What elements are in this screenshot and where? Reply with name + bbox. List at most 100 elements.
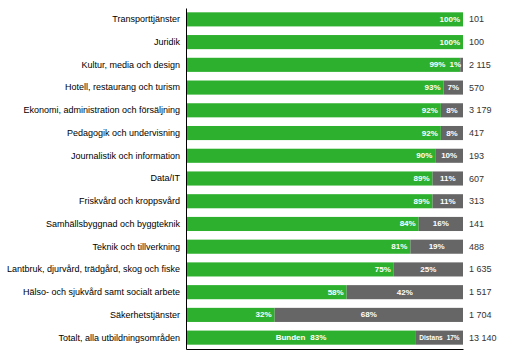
total-label: 3 179 [469, 105, 492, 115]
category-label: Juridik [154, 37, 181, 47]
bar [441, 126, 463, 140]
bar [433, 194, 463, 208]
totals: 101 100 2 115 570 3 179 417 193 607 313 141 488 1 6… [469, 14, 497, 342]
bar [433, 171, 463, 185]
chart-svg: Transporttjänster Juridik Kultur, media oc… [0, 0, 505, 359]
y-tick: Ekonomi, administration och försäljning [23, 105, 180, 115]
x-axis [187, 349, 464, 350]
category-label: Totalt, alla utbildningsområden [58, 333, 180, 343]
bar [394, 262, 463, 276]
y-tick: Pedagogik och undervisning [67, 128, 180, 138]
total-label: 488 [469, 242, 484, 252]
y-tick: Teknik och tillverkning [92, 242, 180, 252]
bar [186, 126, 441, 140]
data-label: 83% [310, 333, 326, 342]
category-label: Ekonomi, administration och försäljning [23, 105, 180, 115]
data-label: 1% [449, 60, 461, 69]
data-label: 11% [440, 174, 456, 183]
data-label: 93% [425, 83, 441, 92]
total-label: 193 [469, 151, 484, 161]
bar [347, 285, 463, 299]
data-label: 100% [440, 38, 460, 47]
total-label: 1 635 [469, 264, 492, 274]
data-label: 19% [429, 242, 445, 251]
y-tick: Transporttjänster [112, 14, 180, 24]
bar [435, 149, 463, 163]
data-label: 92% [422, 129, 438, 138]
bar [186, 81, 444, 95]
category-label: Samhällsbyggnad och byggteknik [46, 219, 181, 229]
data-label: 68% [361, 310, 377, 319]
category-label: Friskvård och kroppsvård [79, 196, 180, 206]
y-tick: Friskvård och kroppsvård [79, 196, 180, 206]
data-label: 84% [400, 219, 416, 228]
y-tick: Lantbruk, djurvård, trädgård, skog och f… [7, 264, 180, 274]
y-axis: Transporttjänster Juridik Kultur, media oc… [7, 9, 187, 350]
category-label: Säkerhetstjänster [110, 310, 180, 320]
total-label: 101 [469, 14, 484, 24]
bar [186, 331, 416, 345]
bar [186, 285, 347, 299]
y-tick: Hälso- och sjukvård samt socialt arbete [23, 287, 180, 297]
total-label: 141 [469, 219, 484, 229]
data-label: 10% [441, 151, 457, 160]
data-label: 42% [397, 288, 413, 297]
series-0 [186, 12, 463, 344]
bar [441, 103, 463, 117]
data-label: 25% [420, 265, 436, 274]
y-tick: Journalistik och information [71, 151, 180, 161]
bar [186, 262, 394, 276]
total-label: 570 [469, 83, 484, 93]
bar [186, 35, 463, 49]
y-tick: Totalt, alla utbildningsområden [58, 333, 180, 343]
data-label: 16% [433, 219, 449, 228]
data-label: 58% [328, 288, 344, 297]
data-label: 8% [446, 106, 458, 115]
data-label: 8% [446, 129, 458, 138]
y-tick: Kultur, media och design [81, 60, 180, 70]
bar [410, 240, 463, 254]
bar [186, 240, 410, 254]
total-label: 313 [469, 196, 484, 206]
total-label: 607 [469, 174, 484, 184]
data-label: 75% [375, 265, 391, 274]
category-label: Lantbruk, djurvård, trädgård, skog och f… [7, 264, 180, 274]
data-label: 11% [440, 197, 456, 206]
category-label: Journalistik och information [71, 151, 180, 161]
bar [416, 331, 463, 345]
data-label: 7% [448, 83, 460, 92]
bars [186, 12, 463, 344]
bar [463, 12, 464, 26]
category-label: Kultur, media och design [81, 60, 180, 70]
data-label: 17% [447, 334, 460, 341]
data-labels: 100%100%1%99%7%93%8%92%8%92%10%90%11%89%… [256, 15, 461, 342]
bar [186, 171, 433, 185]
data-label: 89% [414, 197, 430, 206]
data-label: Distans [419, 334, 443, 341]
bar [186, 12, 463, 26]
category-label: Hotell, restaurang och turism [65, 82, 180, 92]
y-tick: Juridik [154, 37, 181, 47]
data-label: 90% [416, 151, 432, 160]
total-label: 1 704 [469, 310, 492, 320]
bar [419, 217, 463, 231]
total-label: 417 [469, 128, 484, 138]
total-label: 2 115 [469, 60, 491, 70]
data-label: 100% [440, 15, 460, 24]
bar [444, 81, 463, 95]
total-label: 100 [469, 37, 484, 47]
bar [186, 194, 433, 208]
category-label: Pedagogik och undervisning [67, 128, 180, 138]
bar [186, 58, 460, 72]
data-label: 32% [256, 310, 272, 319]
total-label: 1 517 [469, 287, 492, 297]
bar [463, 35, 464, 49]
y-tick: Hotell, restaurang och turism [65, 82, 180, 92]
series-1 [275, 58, 463, 345]
bar [275, 308, 463, 322]
category-label: Transporttjänster [112, 14, 180, 24]
data-label: Bunden [276, 333, 306, 342]
y-axis-line [186, 9, 187, 350]
data-label: 81% [391, 242, 407, 251]
y-tick: Samhällsbyggnad och byggteknik [46, 219, 181, 229]
